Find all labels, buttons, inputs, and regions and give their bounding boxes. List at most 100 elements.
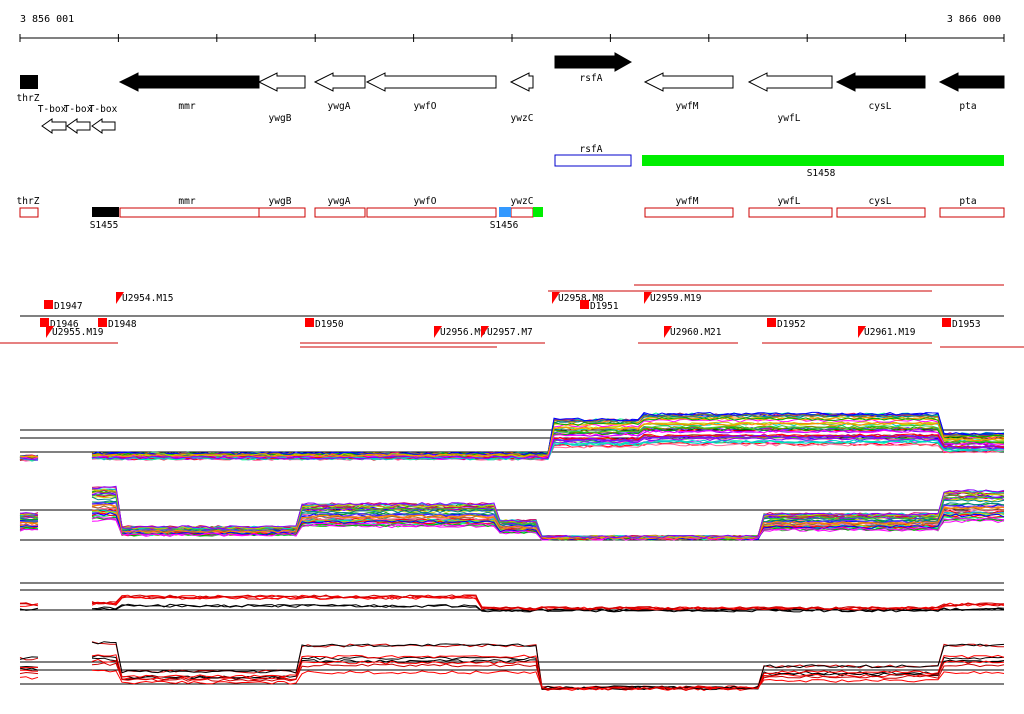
tbox-arrow [91,118,116,134]
transcript-box-mmr [119,207,260,218]
transcript-box-pta [939,207,1005,218]
expression-profile-line [19,603,1005,613]
transcript-label-ywfO: ywfO [414,196,437,207]
gene-label-rsfA: rsfA [580,73,603,84]
promoter-marker-U2954.M15 [116,292,124,304]
gene-arrow-ywfO [365,72,497,92]
expression-profile-line [19,641,1005,690]
promoter-marker-U2959.M19 [644,292,652,304]
promoter-marker-U2960.M21 [664,326,672,338]
gene-arrow-ywgA [313,72,366,92]
promoter-marker-U2955.M19 [46,326,54,338]
promoter-marker-U2957.M7 [481,326,489,338]
feature-label-D1952: D1952 [777,319,806,330]
expression-profile-line [19,516,1005,541]
expression-profile-line [19,434,1005,461]
feature-label-D1948: D1948 [108,319,137,330]
segment-unnamed [533,207,543,217]
transcript-box-ywfL [748,207,833,218]
feature-label-U2955.M19: U2955.M19 [52,327,104,338]
gene-arrow-ywgB [257,72,306,92]
site-marker-D1953 [942,318,951,327]
operon-track: rsfA S1458 [554,144,1004,179]
site-marker-D1948 [98,318,107,327]
gene-label-thrZ: thrZ [17,93,40,104]
expression-profile-line [19,512,1005,541]
gene-arrow-cysL [835,72,926,92]
transcript-label-thrZ: thrZ [17,196,40,207]
feature-label-D1946: D1946 [50,319,79,330]
gene-label-ywzC: ywzC [511,113,534,124]
gene-label-pta: pta [959,101,976,112]
feature-label-U2956.M9: U2956.M9 [440,327,486,338]
gene-arrow-ywfL [747,72,833,92]
feature-label-D1951: D1951 [590,301,619,312]
transcript-box-ywfM [644,207,734,218]
feature-label-D1947: D1947 [54,301,83,312]
transcript-label-cysL: cysL [869,196,892,207]
transcript-box-ywfO [366,207,497,218]
feature-label-U2954.M15: U2954.M15 [122,293,173,304]
segment-S1455 [92,207,119,217]
operon-bar-rsfA [554,154,632,167]
tbox-label: T-box [64,104,93,115]
tbox-label: T-box [89,104,118,115]
segment-label-S1455: S1455 [90,220,119,231]
transcript-box-ywgB [258,207,306,218]
ruler-start-coordinate: 3 856 001 [20,14,74,25]
transcript-label-ywfM: ywfM [676,196,699,207]
feature-label-U2961.M19: U2961.M19 [864,327,916,338]
site-marker-D1947 [44,300,53,309]
gene-label-ywfL: ywfL [778,113,801,124]
feature-label-D1950: D1950 [315,319,344,330]
expression-profile-line [19,485,1005,539]
expression-profile-line [19,662,1005,691]
expression-profile-line [19,657,1005,691]
site-marker-D1952 [767,318,776,327]
promoter-marker-U2956.M9 [434,326,442,338]
expression-profile-line [19,595,1005,611]
site-marker-D1946 [40,318,49,327]
transcript-label-pta: pta [959,196,976,207]
transcript-label-ywgA: ywgA [328,196,351,207]
tbox-arrow [66,118,91,134]
feature-label-U2959.M19: U2959.M19 [650,293,702,304]
transcript-label-mmr: mmr [178,196,195,207]
gene-arrow-ywzC [509,72,534,92]
promoter-marker-U2961.M19 [858,326,866,338]
gene-label-ywfM: ywfM [676,101,699,112]
operon-label-S1458: S1458 [807,168,836,179]
gene-arrow-rsfA [554,52,633,72]
transcript-label-ywgB: ywgB [269,196,292,207]
gene-label-ywgA: ywgA [328,101,351,112]
gene-track: thrZ mmr ywgB ywgA ywfO ywzC rsfA ywfM ywfL cysL p… [17,52,1005,134]
promoter-marker-U2958.M8 [552,292,560,304]
expression-profile-line [19,654,1005,691]
expression-profile-tracks [19,411,1005,692]
gene-arrow-ywfM [643,72,734,92]
feature-label-U2958.M8: U2958.M8 [558,293,604,304]
operon-bar-S1458 [642,155,1004,166]
expression-profile-line [19,421,1004,459]
transcript-label-ywzC: ywzC [511,196,534,207]
transcript-track: thrZ mmr ywgB ywgA ywfO ywzC ywfM ywfL cysL pta S1… [17,196,1005,231]
segment-S1456 [499,207,511,217]
gene-label-cysL: cysL [869,101,892,112]
tbox-arrow [41,118,67,134]
gene-label-ywfO: ywfO [414,101,437,112]
feature-label-U2957.M7: U2957.M7 [487,327,533,338]
feature-label-U2960.M21: U2960.M21 [670,327,722,338]
gene-label-mmr: mmr [178,101,195,112]
site-marker-D1951 [580,300,589,309]
expression-profile-line [19,594,1005,611]
transcript-box-thrZ [19,207,39,218]
gene-label-ywgB: ywgB [269,113,292,124]
gene-arrow-mmr [118,72,260,92]
tbox-label: T-box [38,104,67,115]
transcript-box-cysL [836,207,926,218]
coordinate-ruler [19,34,1005,42]
transcript-box-ywzC [510,207,534,218]
ruler-end-coordinate: 3 866 000 [947,14,1001,25]
